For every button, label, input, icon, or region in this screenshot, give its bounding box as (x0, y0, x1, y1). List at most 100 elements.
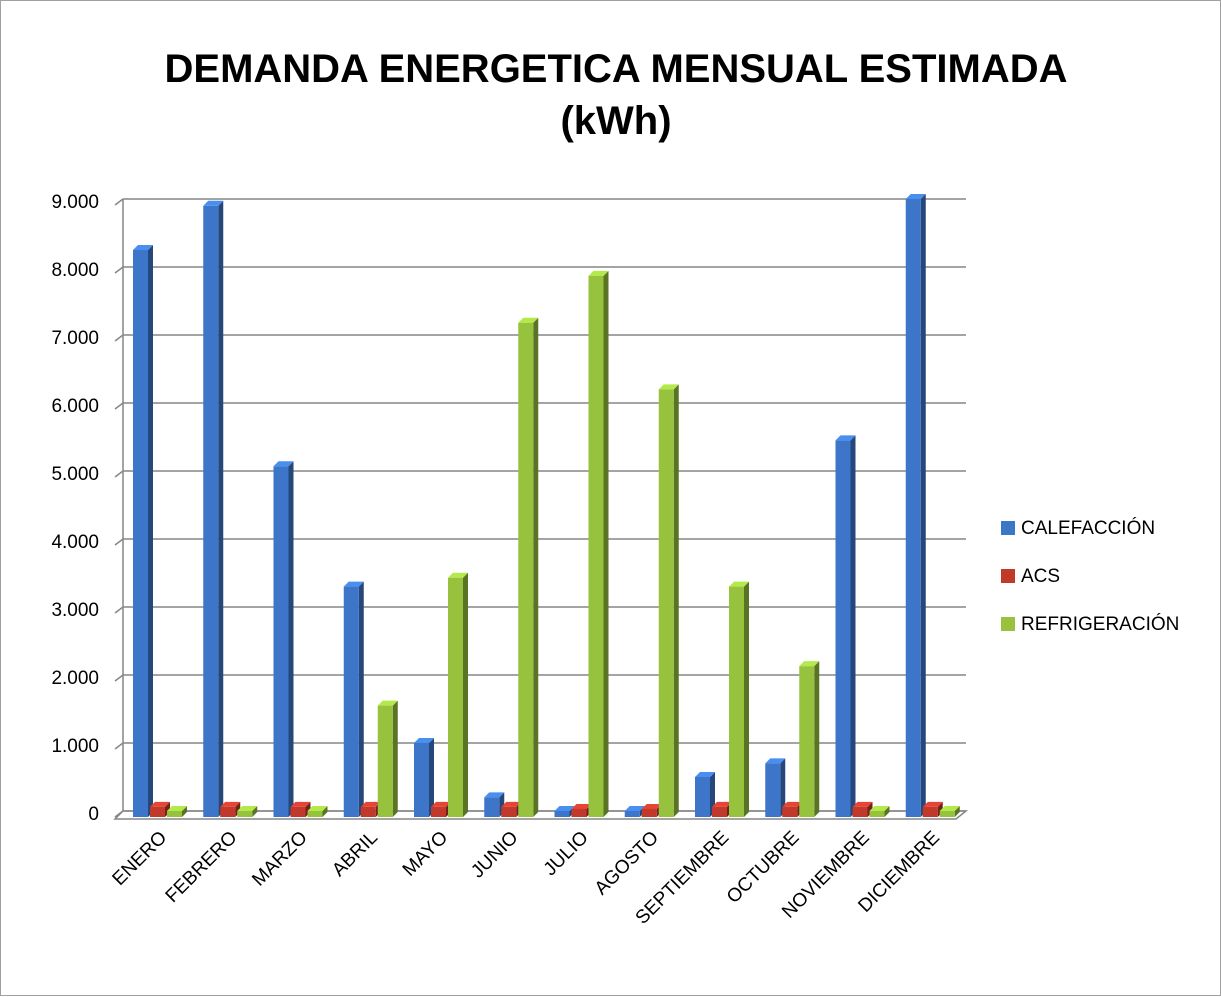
bar-side (429, 738, 434, 817)
bar-side (954, 806, 960, 817)
bar-group (133, 245, 153, 817)
legend-label: ACS (1021, 566, 1060, 587)
bar-group (765, 758, 786, 817)
legend-swatch (1001, 569, 1015, 583)
bar-side (392, 700, 398, 817)
bar (150, 806, 165, 817)
bar-top (237, 806, 258, 811)
y-tick-label: 4.000 (51, 532, 99, 553)
bar-top (150, 801, 170, 807)
tick-mark (114, 742, 124, 750)
bar-top (484, 792, 505, 798)
bar-side (218, 200, 224, 818)
bar (869, 811, 885, 817)
bar (203, 205, 219, 818)
bar-group (273, 461, 294, 817)
bar-top (765, 758, 786, 764)
bar-group (695, 772, 715, 817)
bar (939, 811, 955, 817)
bar-group (869, 806, 890, 817)
y-tick-label: 1.000 (51, 736, 99, 757)
bar-group (448, 572, 468, 817)
bar-side (182, 806, 187, 817)
floor (113, 810, 969, 820)
bar-group (377, 700, 398, 817)
y-tick-label: 3.000 (51, 600, 99, 621)
bar-top (588, 270, 609, 276)
bar (133, 250, 148, 817)
x-tick-label: ENERO (109, 827, 172, 890)
bar-group (220, 801, 241, 817)
tick-mark (114, 266, 124, 274)
x-tick-label: JULIO (540, 827, 593, 880)
bar (518, 322, 534, 817)
bar-top (220, 801, 241, 807)
bar (765, 763, 781, 817)
legend-label: CALEFACCIÓN (1021, 517, 1155, 539)
bar (377, 705, 393, 817)
bar-top (501, 801, 522, 807)
bar (571, 808, 587, 817)
bar-top (133, 245, 153, 250)
bar-group (518, 317, 539, 817)
tick-mark (114, 538, 124, 546)
bar-top (448, 572, 468, 578)
bar-group (237, 806, 258, 817)
bar-top (852, 801, 873, 807)
bar (431, 806, 446, 817)
bar-group (799, 661, 820, 817)
bar (905, 199, 921, 817)
bar-top (782, 801, 803, 807)
bar (835, 440, 851, 817)
x-tick-label: AGOSTO (591, 827, 663, 899)
bar-side (252, 806, 258, 817)
bar-group (905, 194, 926, 817)
x-tick-label: ABRIL (328, 827, 382, 881)
y-tick-label: 2.000 (51, 668, 99, 689)
y-tick-label: 0 (88, 804, 99, 825)
y-tick-label: 5.000 (51, 464, 99, 485)
bar-group (203, 200, 224, 818)
y-tick-label: 9.000 (51, 192, 99, 213)
x-tick-label: MAYO (399, 827, 452, 880)
bar (852, 806, 868, 817)
bar-top (431, 801, 451, 807)
bar-group (729, 581, 749, 817)
bar-side (884, 806, 890, 817)
bar (782, 806, 798, 817)
bar (624, 811, 640, 817)
bar-group (835, 435, 856, 817)
tick-mark (114, 334, 124, 342)
bar-group (167, 806, 187, 817)
bar (588, 275, 604, 818)
bar-top (905, 194, 926, 199)
bar (237, 811, 253, 817)
bar-side (850, 435, 856, 817)
bar (554, 811, 570, 817)
bar (501, 806, 517, 817)
bar-group (852, 801, 873, 817)
bar (484, 797, 500, 817)
bar-top (658, 384, 679, 390)
bar-group (307, 806, 328, 817)
legend-swatch (1001, 521, 1015, 535)
bar (641, 808, 657, 817)
bar-top (571, 803, 592, 809)
bar (273, 466, 289, 817)
bar (729, 586, 744, 817)
bar-group (922, 801, 943, 817)
bar-side (603, 270, 609, 818)
x-tick-label: FEBRERO (162, 827, 242, 907)
tick-mark (114, 674, 124, 682)
bar-top (414, 738, 434, 743)
bar (712, 806, 727, 817)
bar-top (377, 700, 398, 706)
bar-group (939, 806, 960, 817)
bar-top (641, 803, 662, 809)
bar-top (554, 806, 575, 811)
bar-top (203, 200, 224, 206)
bar (658, 389, 674, 817)
tick-mark (114, 470, 124, 478)
bar-top (624, 806, 645, 811)
